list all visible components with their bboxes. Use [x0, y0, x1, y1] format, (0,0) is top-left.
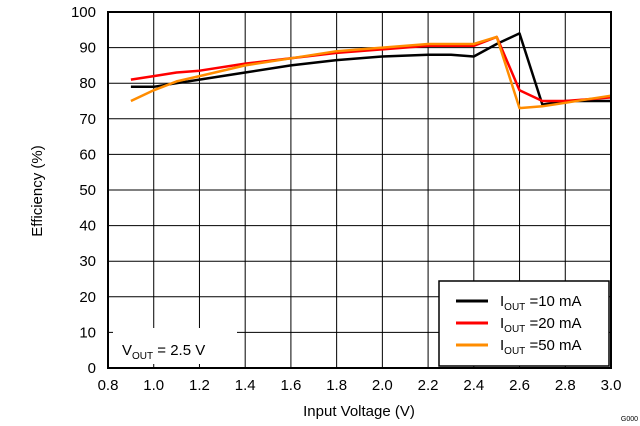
- legend-label-1: IOUT =10 mA: [500, 293, 582, 313]
- x-tick-label: 1.0: [143, 377, 164, 394]
- y-tick-label: 90: [79, 40, 96, 57]
- watermark: G000: [621, 416, 638, 423]
- y-tick-label: 20: [79, 289, 96, 306]
- x-tick-label: 1.2: [189, 377, 210, 394]
- legend-label-2: IOUT =20 mA: [500, 315, 582, 335]
- y-tick-label: 50: [79, 182, 96, 199]
- annotation-box: [113, 328, 237, 364]
- tick-labels: 0.8 1.0 1.2 1.4 1.6 1.8 2.0 2.2 2.4 2.6 2.8 3.0 0 10 2…: [71, 4, 621, 394]
- series-line-2: [130, 35, 612, 103]
- x-tick-label: 1.8: [326, 377, 347, 394]
- x-axis-label: Input Voltage (V): [303, 403, 415, 420]
- x-tick-label: 2.8: [555, 377, 576, 394]
- annotation-text: VOUT = 2.5 V: [122, 342, 205, 362]
- x-tick-label: 0.8: [98, 377, 119, 394]
- y-tick-label: 30: [79, 253, 96, 270]
- x-tick-label: 1.4: [235, 377, 256, 394]
- x-tick-label: 1.6: [280, 377, 301, 394]
- y-tick-label: 100: [71, 4, 96, 21]
- x-tick-label: 3.0: [601, 377, 622, 394]
- y-tick-label: 70: [79, 111, 96, 128]
- annotation-subscript: OUT: [132, 351, 153, 362]
- y-tick-label: 10: [79, 324, 96, 341]
- series-lines: [130, 32, 612, 110]
- series-line-1: [130, 32, 611, 106]
- x-tick-label: 2.4: [463, 377, 484, 394]
- annotation-suffix: = 2.5 V: [153, 342, 205, 359]
- series-line-3: [130, 35, 612, 110]
- y-axis-label: Efficiency (%): [29, 145, 46, 236]
- y-tick-label: 80: [79, 75, 96, 92]
- x-tick-label: 2.6: [509, 377, 530, 394]
- y-tick-label: 60: [79, 146, 96, 163]
- annotation-prefix: V: [122, 342, 132, 359]
- plot-frame: [107, 11, 612, 369]
- y-tick-label: 0: [88, 360, 96, 377]
- y-tick-label: 40: [79, 218, 96, 235]
- vout-annotation: VOUT = 2.5 V: [113, 328, 237, 364]
- legend-label-3: IOUT =50 mA: [500, 337, 582, 357]
- x-tick-label: 2.2: [418, 377, 439, 394]
- x-tick-label: 2.0: [372, 377, 393, 394]
